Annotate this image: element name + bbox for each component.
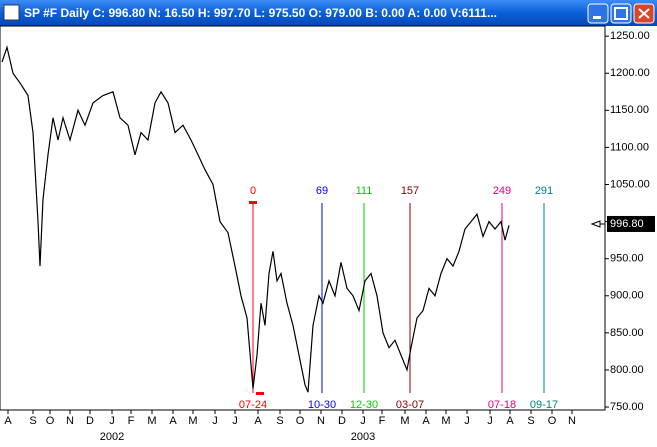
cycle-anchor-bottom bbox=[256, 392, 264, 395]
last-price-box bbox=[607, 215, 655, 232]
x-tick-label: O bbox=[296, 415, 305, 427]
year-label: 2002 bbox=[100, 431, 124, 443]
cycle-date: 03-07 bbox=[396, 399, 424, 411]
plot-area bbox=[0, 25, 606, 411]
y-tick-label: 1150.00 bbox=[610, 104, 649, 116]
x-tick-label: O bbox=[548, 415, 557, 427]
x-tick-label: F bbox=[379, 415, 386, 427]
x-tick-label: A bbox=[169, 415, 177, 427]
y-tick-label: 1050.00 bbox=[610, 178, 650, 190]
x-tick-label: J bbox=[464, 415, 470, 427]
price-line bbox=[1, 45, 510, 393]
x-tick-label: N bbox=[317, 415, 325, 427]
minimize-icon bbox=[593, 16, 601, 19]
x-tick-label: M bbox=[441, 415, 450, 427]
y-tick-label: 1200.00 bbox=[610, 67, 650, 79]
x-tick-label: J bbox=[232, 415, 238, 427]
maximize-icon bbox=[614, 7, 628, 20]
cycle-count: 111 bbox=[356, 185, 373, 197]
cycle-count: 0 bbox=[250, 185, 256, 197]
cycle-count: 291 bbox=[535, 185, 553, 197]
y-tick-label: 850.00 bbox=[610, 327, 644, 339]
x-tick-label: M bbox=[400, 415, 409, 427]
x-tick-label: S bbox=[527, 415, 534, 427]
x-tick-label: F bbox=[128, 415, 135, 427]
x-tick-label: M bbox=[147, 415, 156, 427]
cycle-date: 07-24 bbox=[239, 399, 267, 411]
x-tick-label: D bbox=[338, 415, 346, 427]
x-tick-label: J bbox=[360, 415, 366, 427]
window-buttons bbox=[587, 3, 655, 24]
cycle-date: 07-18 bbox=[488, 399, 516, 411]
window-title: SP #F Daily C: 996.80 N: 16.50 H: 997.70… bbox=[24, 6, 497, 20]
app-icon[interactable] bbox=[3, 4, 20, 21]
title-bar bbox=[0, 0, 657, 26]
x-tick-label: N bbox=[66, 415, 74, 427]
cycle-date: 09-17 bbox=[530, 399, 558, 411]
x-tick-label: A bbox=[4, 415, 12, 427]
x-tick-label: J bbox=[109, 415, 115, 427]
x-tick-label: A bbox=[506, 415, 514, 427]
x-tick-label: A bbox=[422, 415, 430, 427]
time-axis-area bbox=[0, 411, 657, 447]
minimize-button[interactable] bbox=[587, 3, 609, 24]
cycle-date: 12-30 bbox=[350, 399, 378, 411]
x-tick-label: O bbox=[46, 415, 55, 427]
cycle-anchor-top bbox=[249, 201, 257, 204]
x-tick-label: N bbox=[568, 415, 576, 427]
y-tick-label: 750.00 bbox=[610, 401, 644, 413]
cycle-count: 157 bbox=[401, 185, 419, 197]
y-tick-label: 900.00 bbox=[610, 290, 644, 302]
cycle-count: 249 bbox=[493, 185, 511, 197]
y-tick-label: 950.00 bbox=[610, 253, 644, 265]
year-label: 2003 bbox=[351, 431, 375, 443]
x-tick-label: M bbox=[188, 415, 197, 427]
close-icon bbox=[638, 8, 650, 19]
x-tick-label: A bbox=[254, 415, 262, 427]
x-tick-label: J bbox=[487, 415, 493, 427]
x-tick-label: S bbox=[276, 415, 283, 427]
y-tick-label: 1250.00 bbox=[610, 30, 650, 42]
cycle-count: 69 bbox=[316, 185, 328, 197]
last-price-label: 996.80 bbox=[610, 218, 644, 230]
y-tick-label: 1100.00 bbox=[610, 141, 649, 153]
x-tick-label: J bbox=[212, 415, 218, 427]
y-tick-label: 800.00 bbox=[610, 364, 644, 376]
x-tick-label: D bbox=[86, 415, 94, 427]
x-tick-label: S bbox=[29, 415, 36, 427]
last-price-arrow bbox=[590, 220, 605, 228]
cycle-date: 10-30 bbox=[308, 399, 336, 411]
